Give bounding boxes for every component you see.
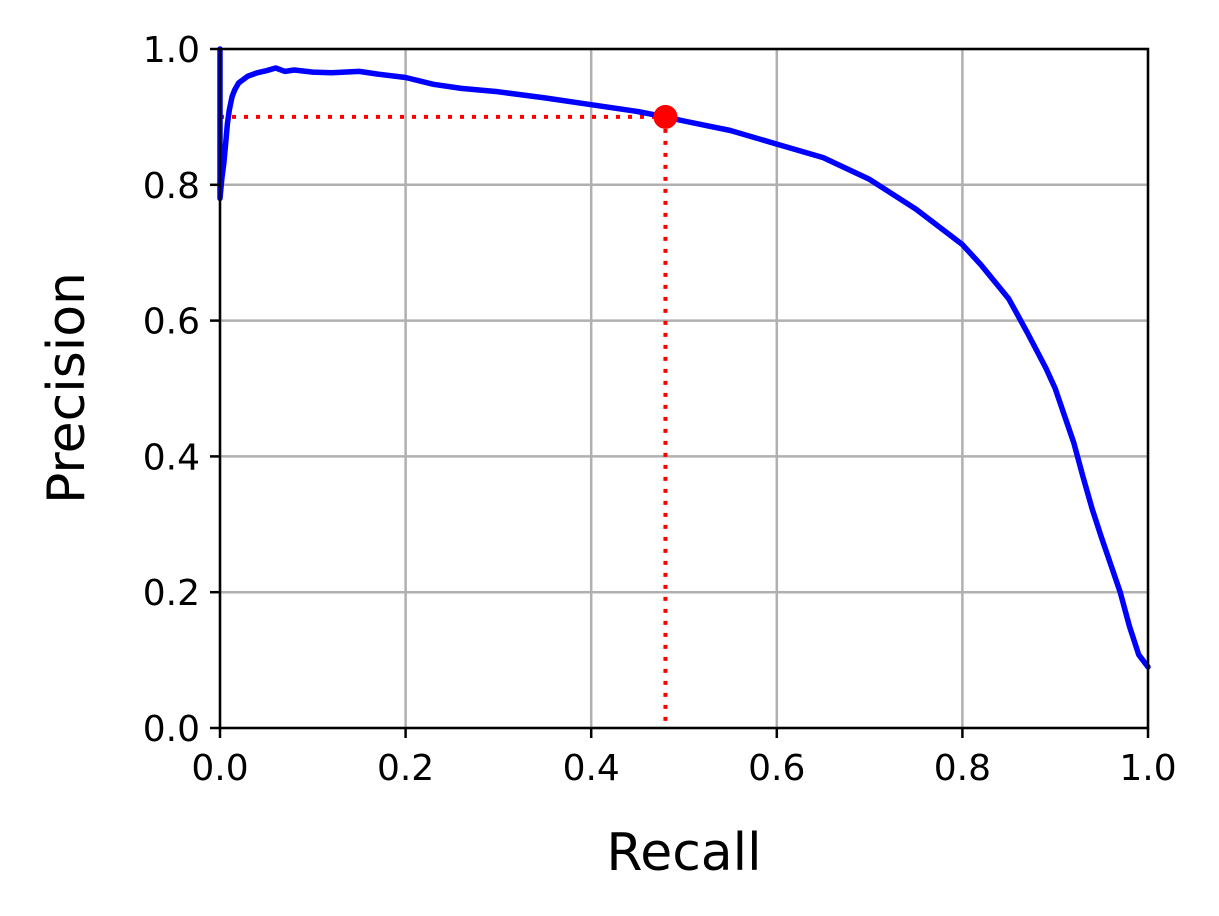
x-tick-label: 0.8 [934, 748, 991, 789]
threshold-marker [653, 104, 678, 129]
ticks: 0.0 0.2 0.4 0.6 0.8 1.0 0.0 0.2 0.4 0.6 0.8 1.0 [143, 30, 1177, 789]
series-group [217, 46, 1151, 670]
y-tick-label: 0.6 [143, 302, 200, 343]
x-tick-label: 0.4 [563, 748, 620, 789]
y-tick-label: 0.0 [143, 709, 200, 750]
precision-recall-curve [217, 46, 1151, 670]
y-tick-label: 0.2 [143, 573, 200, 614]
plot-frame [218, 47, 1150, 730]
y-tick-label: 0.4 [143, 437, 200, 478]
x-tick-label: 0.6 [748, 748, 805, 789]
y-axis-label: Precision [37, 272, 97, 504]
reference-lines [220, 114, 668, 728]
marker-group [653, 104, 678, 129]
y-tick-label: 0.8 [143, 166, 200, 207]
x-axis-label: Recall [606, 823, 761, 883]
grid [218, 47, 1150, 730]
x-tick-label: 0.0 [191, 748, 248, 789]
x-tick-label: 0.2 [377, 748, 434, 789]
x-tick-label: 1.0 [1119, 748, 1176, 789]
y-tick-label: 1.0 [143, 30, 200, 71]
